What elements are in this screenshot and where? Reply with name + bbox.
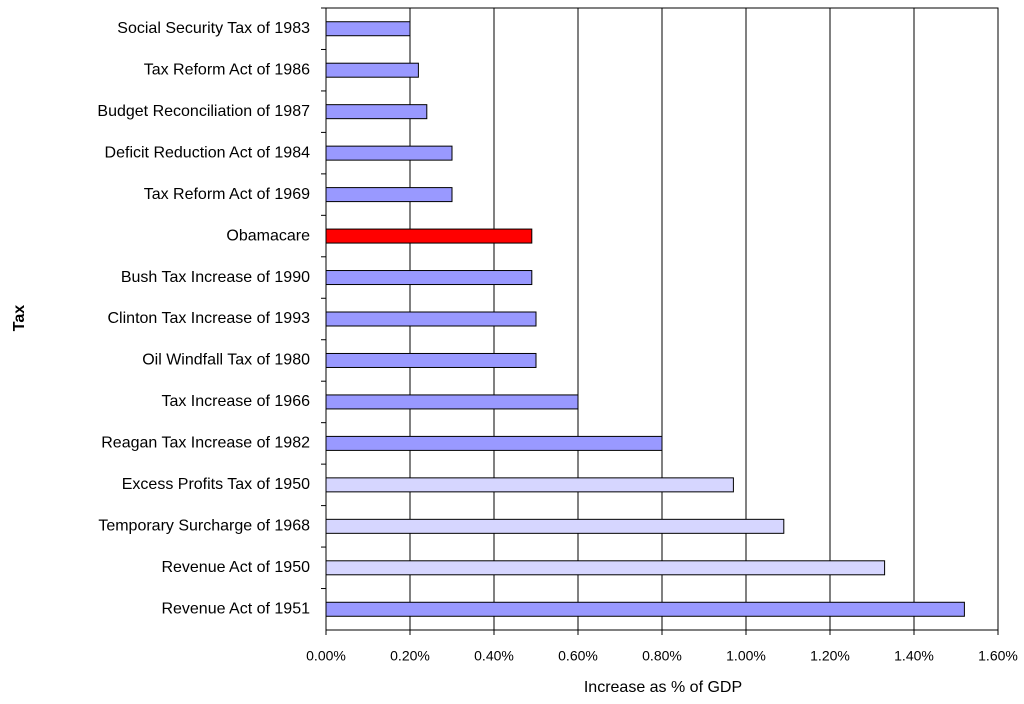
y-tick-label: Social Security Tax of 1983: [117, 20, 310, 37]
y-tick-label: Clinton Tax Increase of 1993: [108, 310, 311, 327]
x-tick-label: 0.20%: [390, 648, 430, 664]
bar: [325, 601, 965, 617]
x-tick-label: 1.20%: [810, 648, 850, 664]
y-tick-label: Reagan Tax Increase of 1982: [101, 435, 310, 452]
bar: [325, 62, 419, 78]
y-tick-label: Revenue Act of 1950: [161, 559, 310, 576]
y-tick-label: Excess Profits Tax of 1950: [122, 476, 310, 493]
y-tick-label: Tax Increase of 1966: [161, 393, 310, 410]
y-tick-label: Obamacare: [226, 227, 310, 244]
bar: [325, 270, 533, 286]
y-tick-label: Deficit Reduction Act of 1984: [105, 144, 311, 161]
bar: [325, 104, 428, 120]
bar: [325, 311, 537, 327]
y-tick-label: Oil Windfall Tax of 1980: [142, 352, 310, 369]
y-axis-title: Tax: [11, 305, 28, 331]
bar: [325, 560, 886, 576]
x-tick-label: 0.80%: [642, 648, 682, 664]
bar: [325, 477, 734, 493]
x-tick-label: 0.60%: [558, 648, 598, 664]
y-tick-label: Budget Reconciliation of 1987: [97, 103, 310, 120]
y-tick-label: Temporary Surcharge of 1968: [98, 518, 310, 535]
y-tick-label: Revenue Act of 1951: [161, 600, 310, 617]
bar: [325, 187, 453, 203]
x-tick-label: 0.00%: [306, 648, 346, 664]
bar: [325, 352, 537, 368]
bar: [325, 518, 785, 534]
x-tick-label: 1.60%: [978, 648, 1018, 664]
x-tick-label: 0.40%: [474, 648, 514, 664]
y-tick-label: Tax Reform Act of 1969: [144, 186, 310, 203]
bar: [325, 394, 579, 410]
y-tick-label: Tax Reform Act of 1986: [144, 61, 310, 78]
x-axis-title: Increase as % of GDP: [584, 679, 742, 696]
x-tick-label: 1.00%: [726, 648, 766, 664]
bar: [325, 145, 453, 161]
bar: [325, 21, 411, 37]
bar: [325, 435, 663, 451]
x-tick-label: 1.40%: [894, 648, 934, 664]
y-tick-label: Bush Tax Increase of 1990: [121, 269, 310, 286]
bar: [325, 228, 533, 244]
